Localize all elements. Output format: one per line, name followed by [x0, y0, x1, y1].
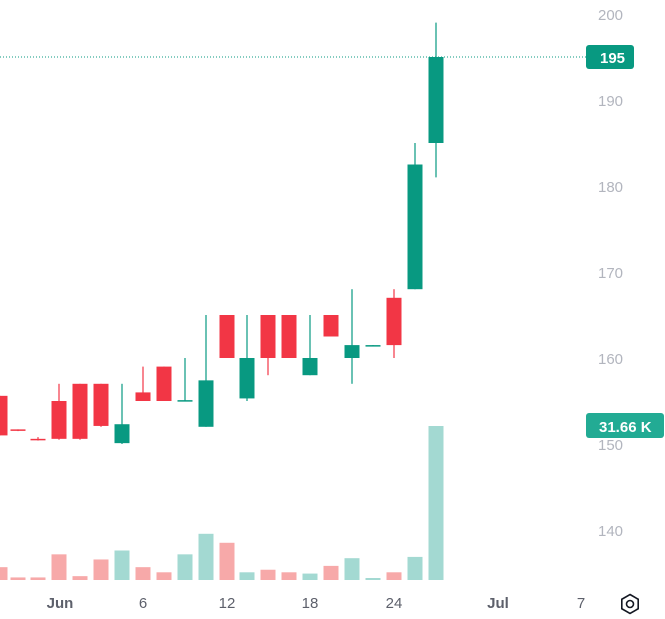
y-tick: 180 — [598, 179, 623, 196]
volume-bar — [281, 572, 297, 580]
candle-body — [386, 297, 402, 346]
candle-body — [0, 395, 8, 436]
candle-body — [72, 383, 88, 439]
candle-body — [239, 358, 255, 399]
candle-body — [30, 438, 46, 441]
volume-bar — [365, 578, 381, 580]
last-price-badge-bg — [586, 45, 634, 69]
x-tick: 24 — [386, 595, 403, 612]
volume-bar — [30, 577, 46, 580]
candle-body — [177, 400, 193, 402]
volume-bar — [323, 565, 339, 580]
last-volume-badge: 31.66 K — [586, 413, 664, 438]
volume-bar — [93, 559, 109, 580]
candles — [0, 22, 444, 444]
volume-bar — [239, 572, 255, 580]
volume-bar — [135, 567, 151, 580]
settings-button[interactable] — [621, 593, 639, 615]
candle-body — [302, 358, 318, 376]
y-tick: 160 — [598, 351, 623, 368]
volume-bar — [0, 567, 8, 580]
candle-body — [135, 392, 151, 401]
candle-body — [365, 345, 381, 347]
volume-bar — [386, 572, 402, 580]
volume-bar — [114, 550, 130, 580]
gear-icon — [621, 593, 639, 615]
x-tick: Jun — [47, 595, 74, 612]
volume-bar — [219, 542, 235, 580]
x-tick: Jul — [487, 595, 509, 612]
volume-bar — [344, 558, 360, 580]
volume-bar — [72, 576, 88, 580]
candle-body — [10, 429, 26, 431]
volume-bar — [198, 533, 214, 580]
y-tick: 200 — [598, 7, 623, 24]
candle-body — [428, 57, 444, 143]
candle-body — [156, 366, 172, 401]
x-tick: 6 — [139, 595, 147, 612]
volume-bar — [51, 554, 67, 580]
volume-bars — [0, 426, 444, 580]
candle-body — [281, 315, 297, 358]
last-price-badge: 195 — [586, 45, 634, 69]
y-tick: 150 — [598, 437, 623, 454]
volume-bar — [428, 426, 444, 580]
volume-bar — [302, 573, 318, 580]
y-tick: 190 — [598, 93, 623, 110]
last-volume-label: 31.66 K — [599, 419, 652, 436]
y-tick: 170 — [598, 265, 623, 282]
volume-bar — [407, 556, 423, 580]
time-axis: Jun 6 12 18 24 Jul 7 — [47, 595, 586, 612]
last-price-label: 195 — [600, 50, 625, 67]
x-tick: 7 — [577, 595, 585, 612]
candle-body — [198, 380, 214, 427]
y-axis: 200 190 180 170 160 150 140 — [598, 7, 623, 540]
candle-body — [51, 401, 67, 439]
x-tick: 18 — [302, 595, 319, 612]
volume-bar — [10, 577, 26, 580]
x-tick: 12 — [219, 595, 236, 612]
last-volume-badge-bg — [586, 413, 664, 438]
y-tick: 140 — [598, 523, 623, 540]
volume-bar — [177, 554, 193, 580]
candle-body — [114, 424, 130, 444]
volume-bar — [260, 569, 276, 580]
candle-body — [407, 164, 423, 290]
candle-body — [260, 315, 276, 358]
candle-body — [219, 315, 235, 358]
candle-body — [323, 315, 339, 337]
candle-body — [93, 383, 109, 426]
volume-bar — [156, 572, 172, 580]
candle-body — [344, 345, 360, 358]
